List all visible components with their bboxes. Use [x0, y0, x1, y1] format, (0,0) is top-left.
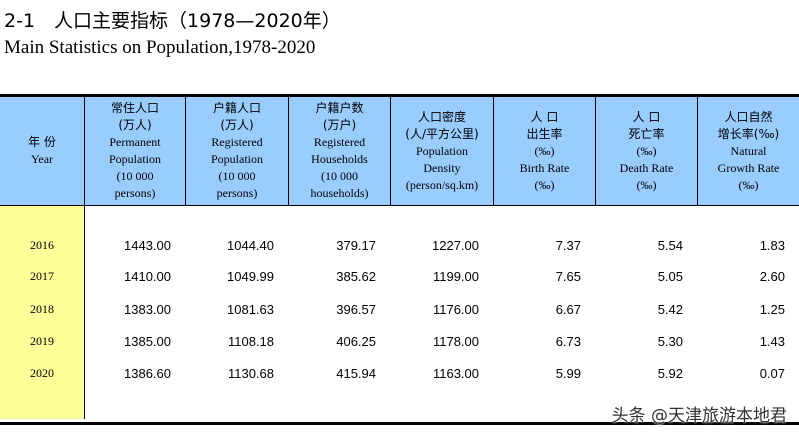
value-cell: 406.25 [336, 334, 376, 349]
header-text: Population [415, 143, 468, 158]
header-text: 年 份 [28, 135, 56, 149]
header-text: (‰) [534, 143, 555, 158]
header-cell: 人口密度 (人/平方公里) Population Density (person/sq.… [390, 97, 493, 205]
value-cell: 0.07 [759, 366, 785, 381]
value-cell: 1386.60 [124, 366, 171, 381]
header-text: (‰) [636, 177, 657, 192]
value-cell: 396.57 [336, 302, 376, 317]
header-text: 人口自然 [724, 109, 773, 124]
header-text: 死亡率 [628, 126, 665, 141]
value-cell: 1443.00 [124, 238, 171, 253]
header-text: (‰) [534, 177, 555, 192]
header-text: persons) [114, 186, 156, 200]
header-cell: 人口自然增长率(‰) Natural Growth Rate (‰) [697, 97, 799, 205]
header-text: Households [311, 152, 368, 166]
watermark: 头条 @天津旅游本地君 [611, 406, 787, 426]
header-cell: 户籍户数 (万户) Registered Households (10 000 house… [288, 97, 390, 205]
header-text: 户籍户数 [315, 101, 364, 115]
header-cell: 常住人口 (万人) Permanent Population (10 000 person… [84, 97, 185, 205]
title-en: Main Statistics on Population,1978-2020 [4, 37, 316, 58]
value-cell: 5.05 [657, 269, 683, 284]
value-cell: 379.17 [336, 238, 376, 253]
year-cell: 2019 [30, 334, 54, 348]
header-text: 常住人口 [110, 101, 159, 115]
header-text: Permanent [109, 135, 161, 149]
header-text: 人 口 [530, 109, 559, 124]
value-cell: 1.43 [759, 334, 785, 349]
value-cell: 1049.99 [227, 269, 274, 284]
value-cell: 5.92 [657, 366, 683, 381]
header-text: (10 000 [321, 169, 358, 183]
value-cell: 7.37 [555, 238, 581, 253]
value-cell: 6.67 [555, 302, 581, 317]
table-row: 2019 1385.00 1108.18 406.25 1178.00 6.73 5.30 1… [0, 334, 799, 354]
header-text: Birth Rate [519, 160, 570, 175]
header-text: persons) [216, 186, 258, 200]
header-cell: 人 口出生率 (‰) Birth Rate (‰) [493, 97, 595, 205]
value-cell: 1081.63 [227, 302, 274, 317]
year-cell: 2017 [30, 269, 54, 283]
header-cell: 人 口死亡率 (‰) Death Rate (‰) [595, 97, 697, 205]
header-text: Natural [730, 143, 767, 158]
year-column-bg [0, 206, 85, 419]
value-cell: 5.54 [657, 238, 683, 253]
header-text: 增长率(‰) [717, 126, 780, 141]
value-cell: 1044.40 [227, 238, 274, 253]
header-text: (person/sq.km) [405, 177, 479, 192]
table-row: 2017 1410.00 1049.99 385.62 1199.00 7.65 5.05 2… [0, 269, 799, 289]
header-text: (万人) [220, 118, 254, 132]
value-cell: 1199.00 [432, 269, 479, 284]
value-cell: 1130.68 [227, 366, 274, 381]
value-cell: 1.83 [759, 238, 785, 253]
table-row: 2020 1386.60 1130.68 415.94 1163.00 5.99 5.92 0… [0, 366, 799, 386]
header-text: (万户) [322, 118, 357, 132]
table-header: 年 份 Year 常住人口 (万人) Permanent Population (10 00… [0, 97, 799, 206]
header-text: (10 000 [218, 169, 256, 183]
header-text: (‰) [636, 143, 657, 158]
header-text: Growth Rate [717, 160, 780, 175]
table-row: 2018 1383.00 1081.63 396.57 1176.00 6.67 5.42 1… [0, 302, 799, 322]
header-text: Registered [211, 135, 263, 149]
header-text: Registered [313, 135, 366, 149]
value-cell: 1385.00 [124, 334, 171, 349]
header-text: 出生率 [526, 126, 563, 141]
header-text: 人 口 [632, 109, 661, 124]
header-text: Population [108, 152, 161, 166]
value-cell: 7.65 [555, 269, 581, 284]
value-cell: 1.25 [759, 302, 785, 317]
header-text: Density [423, 160, 461, 175]
value-cell: 1383.00 [124, 302, 171, 317]
value-cell: 1176.00 [432, 302, 479, 317]
year-cell: 2016 [30, 238, 54, 252]
population-table: 年 份 Year 常住人口 (万人) Permanent Population (10 00… [0, 94, 799, 425]
year-cell: 2018 [30, 302, 54, 316]
table-row: 2016 1443.00 1044.40 379.17 1227.00 7.37 5.54 1… [0, 238, 799, 258]
value-cell: 1227.00 [432, 238, 479, 253]
header-cell: 年 份 Year [0, 97, 84, 205]
header-text: (人/平方公里) [405, 126, 479, 141]
header-text: Year [30, 152, 54, 166]
title-cn: 2-1 人口主要指标（1978—2020年） [4, 10, 341, 32]
value-cell: 1178.00 [432, 334, 479, 349]
header-text: (‰) [738, 177, 759, 192]
value-cell: 6.73 [555, 334, 581, 349]
value-cell: 385.62 [336, 269, 376, 284]
year-cell: 2020 [30, 366, 54, 380]
value-cell: 1108.18 [227, 334, 274, 349]
header-text: 人口密度 [417, 109, 466, 124]
value-cell: 5.42 [657, 302, 683, 317]
header-text: (10 000 [116, 169, 154, 183]
value-cell: 415.94 [336, 366, 376, 381]
header-text: 户籍人口 [212, 101, 261, 115]
value-cell: 5.99 [555, 366, 581, 381]
header-text: Death Rate [619, 160, 674, 175]
value-cell: 1410.00 [124, 269, 171, 284]
header-text: (万人) [118, 118, 152, 132]
header-text: households) [310, 186, 369, 200]
value-cell: 1163.00 [432, 366, 479, 381]
header-cell: 户籍人口 (万人) Registered Population (10 000 perso… [185, 97, 288, 205]
value-cell: 2.60 [759, 269, 785, 284]
header-text: Population [210, 152, 263, 166]
value-cell: 5.30 [657, 334, 683, 349]
